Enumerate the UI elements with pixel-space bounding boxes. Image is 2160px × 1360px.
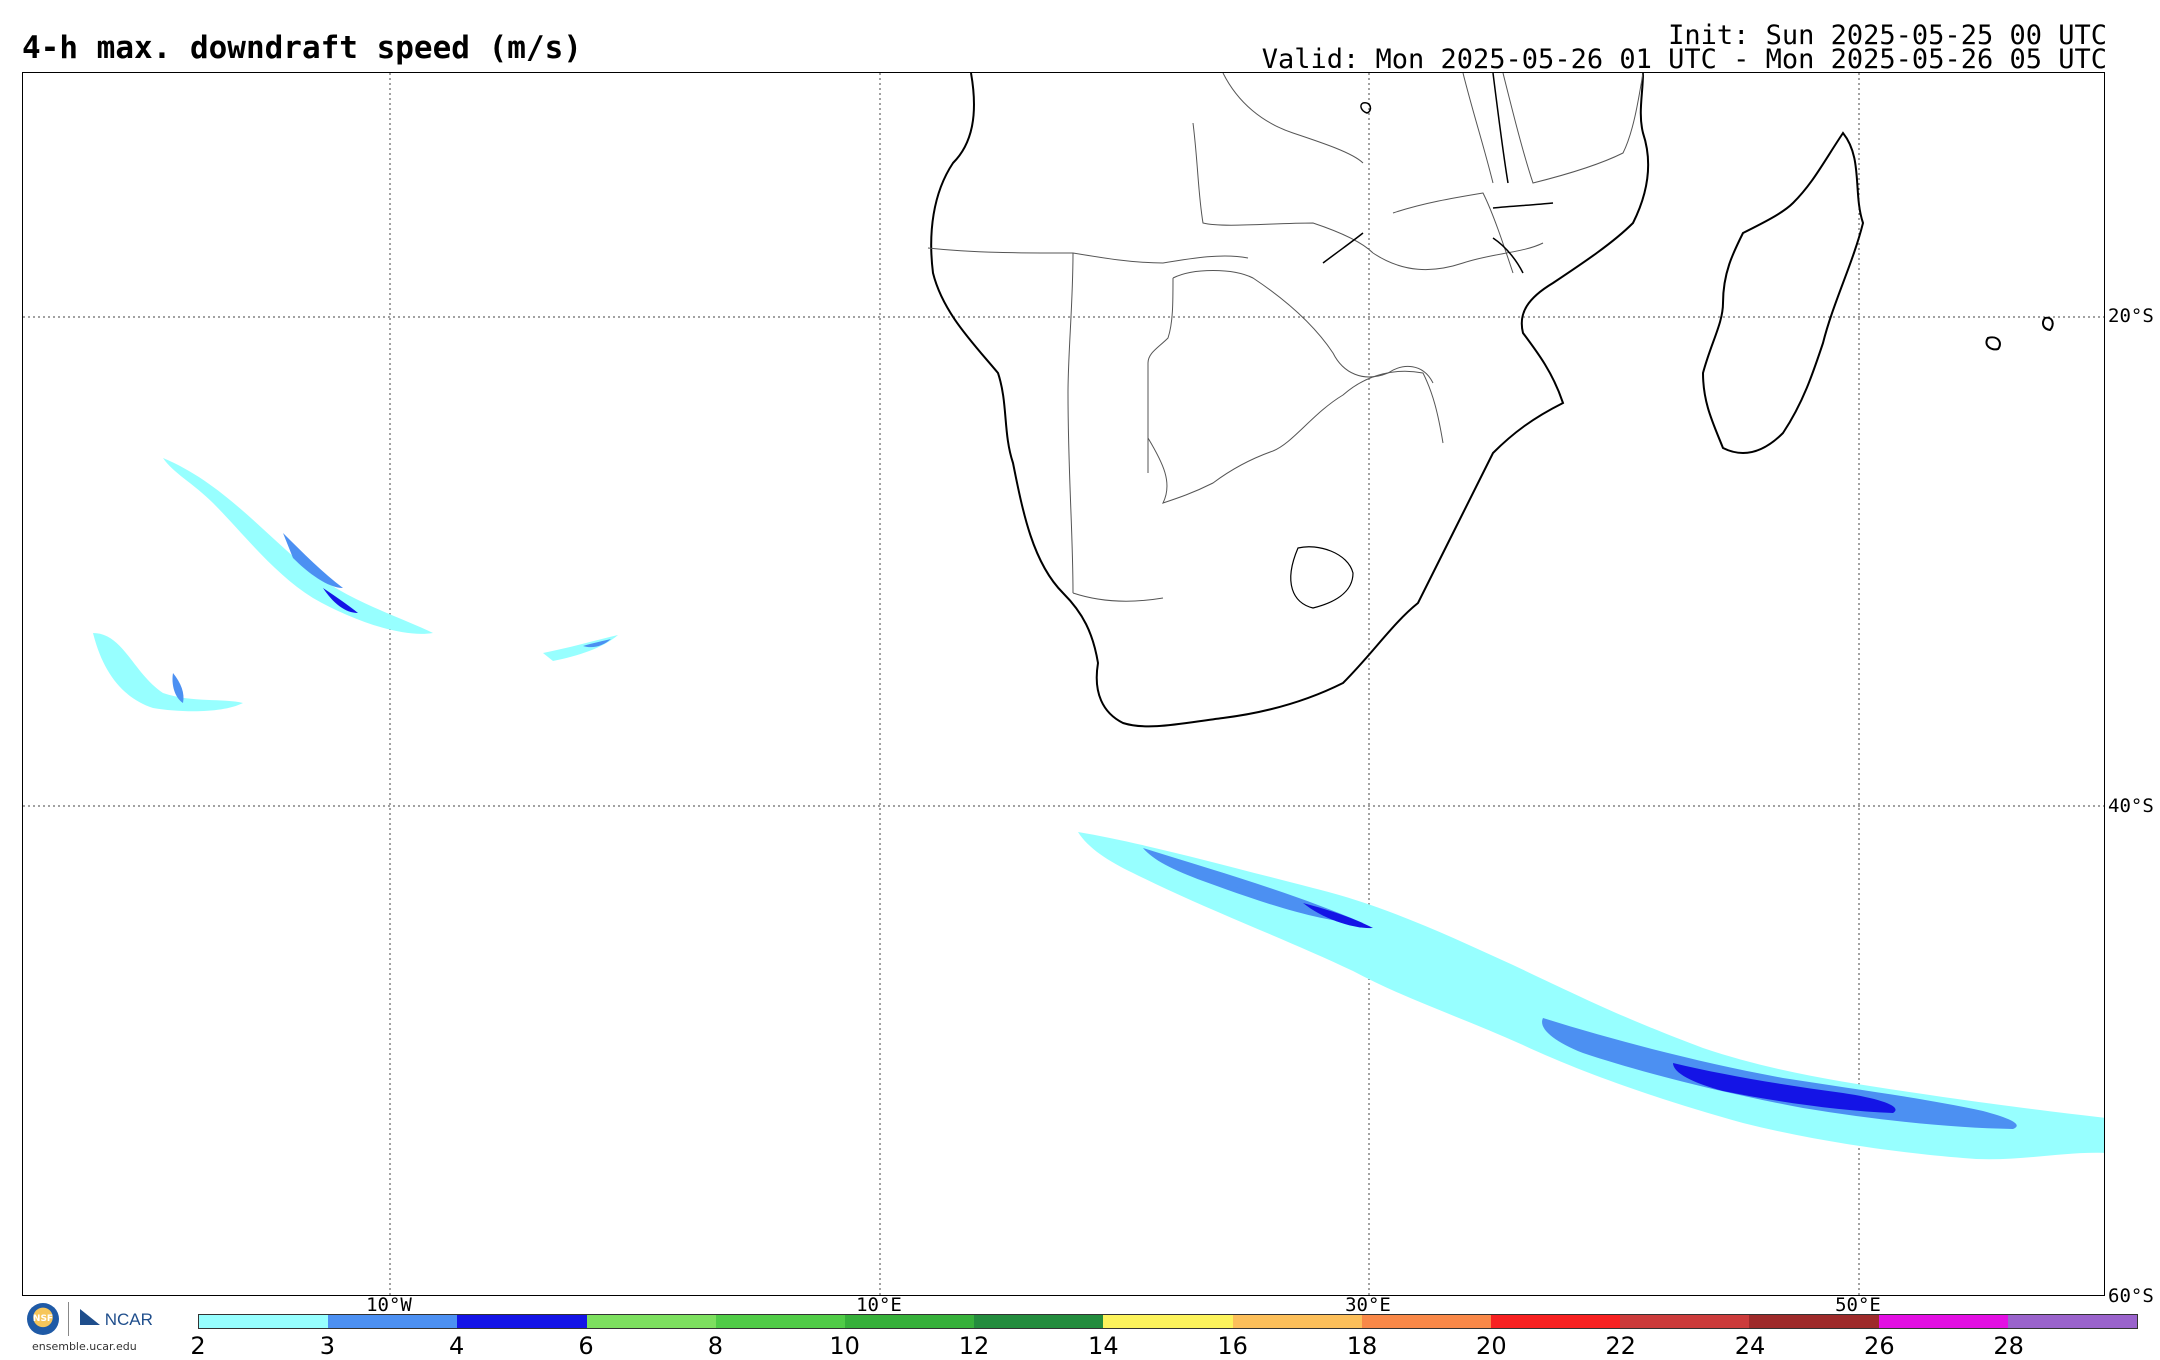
map-title: 4-h max. downdraft speed (m/s) — [22, 30, 582, 66]
colorbar-segment — [586, 1315, 716, 1328]
logo-url: ensemble.ucar.edu — [32, 1340, 137, 1353]
colorbar-tick-label: 28 — [1993, 1332, 2024, 1360]
colorbar-tick-label: 2 — [190, 1332, 206, 1360]
colorbar-segment — [1749, 1315, 1879, 1328]
colorbar-tick-label: 26 — [1864, 1332, 1895, 1360]
colorbar-tick-label: 12 — [958, 1332, 990, 1360]
colorbar-tick-label: 4 — [449, 1332, 465, 1360]
colorbar-segment — [1361, 1315, 1492, 1328]
colorbar-tick-label: 16 — [1217, 1332, 1248, 1360]
colorbar-segment — [845, 1315, 975, 1328]
colorbar-segment — [1878, 1315, 2008, 1328]
colorbar-tick-label: 6 — [578, 1332, 594, 1360]
coastlines — [930, 73, 2054, 728]
colorbar-segment — [199, 1315, 329, 1328]
colorbar-tick-label: 24 — [1734, 1332, 1766, 1360]
logo-divider — [68, 1302, 69, 1336]
lat-label-20s: 20°S — [2108, 305, 2154, 327]
colorbar-tick-label: 22 — [1605, 1332, 1636, 1360]
downdraft-band-south — [1078, 832, 2104, 1160]
country-borders — [927, 73, 1644, 602]
colorbar-segment — [1103, 1315, 1233, 1328]
valid-time: Valid: Mon 2025-05-26 01 UTC - Mon 2025-… — [1261, 44, 2107, 75]
lon-label-30e: 30°E — [1345, 1294, 1391, 1316]
ncar-logo-icon — [80, 1309, 100, 1325]
colorbar-tick-label: 10 — [829, 1332, 860, 1360]
lat-label-60s: 60°S — [2108, 1285, 2154, 1307]
nsf-logo-icon: NSF — [27, 1303, 59, 1335]
reunion-coastline — [1985, 336, 2001, 351]
colorbar-tick-label: 3 — [319, 1332, 335, 1360]
ncar-logo: NCAR — [80, 1309, 153, 1330]
downdraft-patches-west — [93, 458, 618, 712]
colorbar-segment — [2007, 1315, 2138, 1328]
colorbar-segment — [715, 1315, 846, 1328]
lon-label-50e: 50°E — [1835, 1294, 1881, 1316]
lakes — [1322, 73, 1554, 274]
africa-coastline — [930, 73, 1650, 728]
lat-label-40s: 40°S — [2108, 795, 2154, 817]
graticule — [23, 73, 2104, 1295]
colorbar-segment — [457, 1315, 587, 1328]
colorbar-tick-label: 20 — [1476, 1332, 1507, 1360]
lon-label-10w: 10°W — [366, 1294, 412, 1316]
ncar-logo-text: NCAR — [104, 1310, 153, 1329]
init-time: Init: Sun 2025-05-25 00 UTC — [1668, 20, 2107, 51]
colorbar-segment — [1491, 1315, 1621, 1328]
madagascar-coastline — [1701, 131, 1865, 454]
mauritius-coastline — [2041, 316, 2054, 332]
colorbar-segment — [1232, 1315, 1362, 1328]
map-panel — [22, 72, 2105, 1296]
colorbar-tick-label: 18 — [1346, 1332, 1378, 1360]
colorbar-segment — [974, 1315, 1104, 1328]
colorbar-segment — [328, 1315, 458, 1328]
colorbar-tick-label: 8 — [707, 1332, 723, 1360]
nsf-logo-text: NSF — [32, 1314, 54, 1324]
colorbar — [198, 1314, 2138, 1329]
map-canvas — [23, 73, 2104, 1295]
lesotho-border — [1290, 546, 1354, 609]
colorbar-segment — [1620, 1315, 1750, 1328]
lon-label-10e: 10°E — [856, 1294, 902, 1316]
colorbar-tick-label: 14 — [1088, 1332, 1119, 1360]
